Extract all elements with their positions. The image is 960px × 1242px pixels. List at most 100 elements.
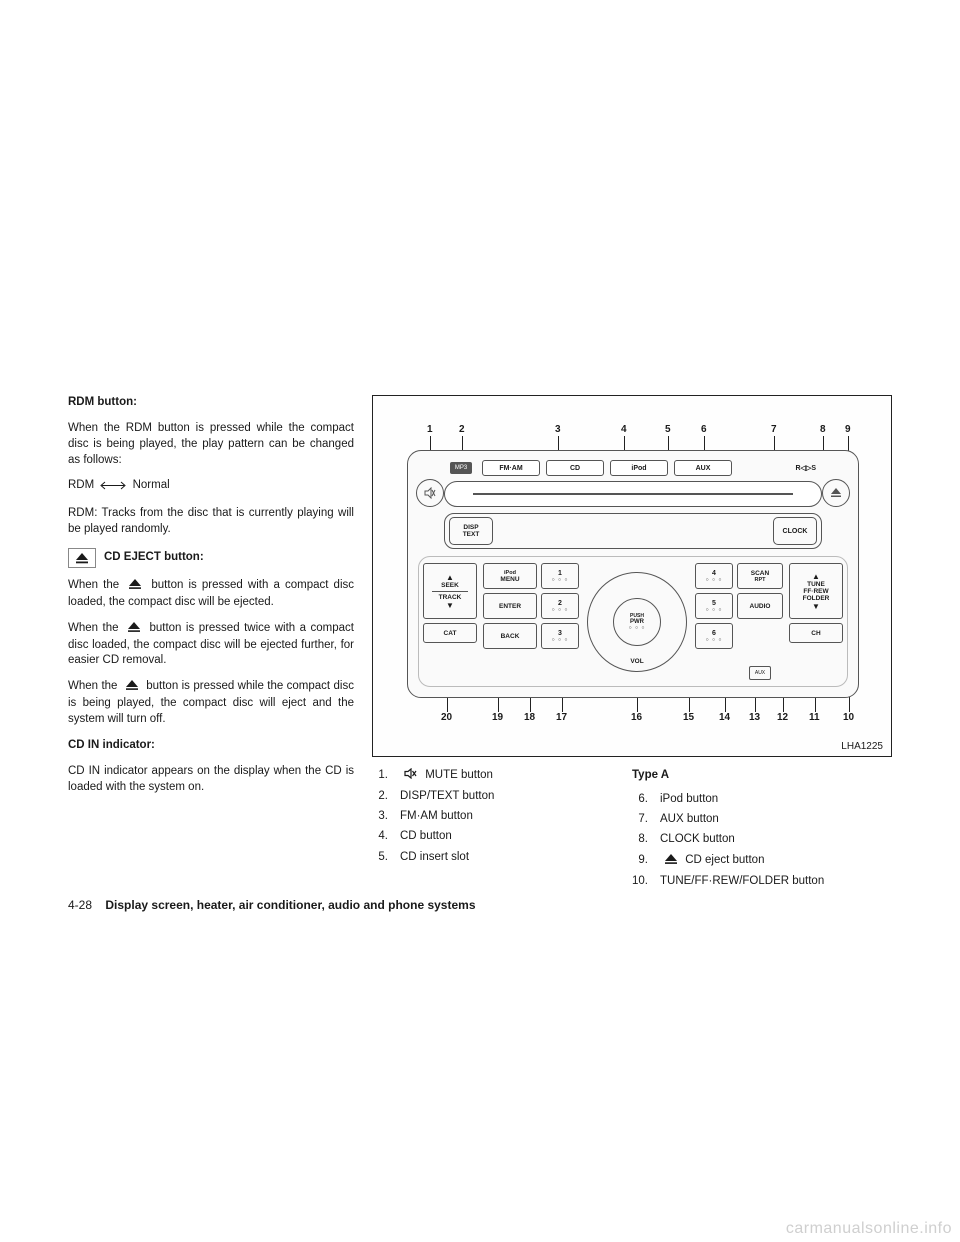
disp-l2: TEXT [463, 531, 480, 538]
knob-area: PUSH PWR ○ ○ ○ VOL [581, 557, 693, 686]
callout-1: 1 [427, 424, 433, 435]
eject-icon [127, 622, 141, 638]
left-column: RDM button: When the RDM button is press… [68, 395, 354, 891]
list-text: CD eject button [660, 850, 764, 871]
preset-3: 3○ ○ ○ [541, 623, 579, 649]
callout-13: 13 [749, 712, 760, 723]
list-item: 1. MUTE button [372, 765, 632, 786]
list-num: 9. [632, 850, 660, 871]
list-text: CLOCK button [660, 829, 735, 849]
footer-title: Display screen, heater, air conditioner,… [105, 898, 475, 912]
legend-left: 1. MUTE button 2.DISP/TEXT button 3.FM·A… [372, 765, 632, 891]
ipod-menu-button: iPod MENU [483, 563, 537, 589]
preset-4: 4○ ○ ○ [695, 563, 733, 589]
presets-1-3: 1○ ○ ○ 2○ ○ ○ 3○ ○ ○ [539, 557, 581, 686]
scan-lbl: SCAN [751, 570, 769, 577]
callout-18: 18 [524, 712, 535, 723]
vol-label: VOL [630, 658, 643, 665]
rds-label: R◁▷S [796, 464, 817, 472]
left-stack: ▲ SEEK TRACK ▼ CAT [419, 557, 481, 686]
rdm-p2b: Normal [133, 479, 170, 491]
callout-15: 15 [683, 712, 694, 723]
list-text: FM·AM button [400, 806, 473, 826]
list-item: 2.DISP/TEXT button [372, 786, 632, 806]
callout-10: 10 [843, 712, 854, 723]
mute-button [416, 479, 444, 507]
cd-slot [444, 481, 822, 507]
audio-button: AUDIO [737, 593, 783, 619]
list-text: TUNE/FF·REW/FOLDER button [660, 871, 824, 891]
presets-4-6: 4○ ○ ○ 5○ ○ ○ 6○ ○ ○ [693, 557, 735, 686]
rdm-p3: RDM: Tracks from the disc that is curren… [68, 506, 354, 538]
list-item: 6.iPod button [632, 789, 892, 809]
page: RDM button: When the RDM button is press… [0, 0, 960, 891]
preset-5: 5○ ○ ○ [695, 593, 733, 619]
callout-19: 19 [492, 712, 503, 723]
list-item: 4.CD button [372, 826, 632, 846]
list-item: 10.TUNE/FF·REW/FOLDER button [632, 871, 892, 891]
seek-lbl: SEEK [441, 582, 459, 589]
tune-l1: TUNE [807, 581, 825, 588]
legend-right: Type A 6.iPod button 7.AUX button 8.CLOC… [632, 765, 892, 891]
preset-6: 6○ ○ ○ [695, 623, 733, 649]
mid-right-stack: SCAN RPT AUDIO AUX [735, 557, 785, 686]
eject-heading: CD EJECT button: [104, 550, 204, 566]
mp3-tag: MP3 [450, 462, 472, 474]
ipod-button: iPod [610, 460, 668, 476]
radio-body: MP3 FM·AM CD iPod AUX R◁▷S DISP TEXT CLO… [407, 450, 859, 698]
list-num: 8. [632, 829, 660, 849]
list-item: 7.AUX button [632, 809, 892, 829]
legend-lists: 1. MUTE button 2.DISP/TEXT button 3.FM·A… [372, 765, 892, 891]
callout-11: 11 [809, 712, 820, 723]
rdm-p1: When the RDM button is pressed while the… [68, 421, 354, 469]
eject-icon [128, 579, 142, 595]
list-num: 2. [372, 786, 400, 806]
footer: 4-28 Display screen, heater, air conditi… [68, 898, 476, 912]
cd-button: CD [546, 460, 604, 476]
cdin-heading: CD IN indicator: [68, 738, 354, 754]
radio-diagram: LHA1225 1 2 3 4 5 6 7 8 9 20 19 18 [372, 395, 892, 757]
preset-2: 2○ ○ ○ [541, 593, 579, 619]
callout-14: 14 [719, 712, 730, 723]
eject-p3a: When the [68, 680, 117, 692]
cat-button: CAT [423, 623, 477, 643]
knob-inner: PUSH PWR ○ ○ ○ [613, 598, 661, 646]
rdm-p2: RDM Normal [68, 478, 354, 496]
list-num: 6. [632, 789, 660, 809]
display-band: DISP TEXT CLOCK [444, 513, 822, 549]
list-item: 3.FM·AM button [372, 806, 632, 826]
top-button-row: MP3 FM·AM CD iPod AUX R◁▷S [450, 459, 816, 477]
eject-heading-row: CD EJECT button: [68, 548, 354, 568]
callout-6: 6 [701, 424, 707, 435]
disp-text-button: DISP TEXT [449, 517, 493, 545]
callout-16: 16 [631, 712, 642, 723]
right-column: LHA1225 1 2 3 4 5 6 7 8 9 20 19 18 [372, 395, 892, 891]
mute-icon [404, 766, 418, 786]
rdm-heading: RDM button: [68, 395, 354, 411]
lower-panel: ▲ SEEK TRACK ▼ CAT iPod MENU E [418, 556, 848, 687]
double-arrow-icon [100, 480, 126, 496]
list-text: AUX button [660, 809, 719, 829]
figure-label: LHA1225 [841, 741, 883, 752]
eject-p2: When the button is pressed twice with a … [68, 621, 354, 670]
eject-p1: When the button is pressed with a compac… [68, 578, 354, 611]
tune-button: ▲ TUNE FF·REW FOLDER ▼ [789, 563, 843, 619]
eject-button [822, 479, 850, 507]
list-text: DISP/TEXT button [400, 786, 494, 806]
eject-icon [125, 680, 139, 696]
list-text: MUTE button [400, 765, 493, 786]
list-item: 9. CD eject button [632, 850, 892, 871]
seek-track-button: ▲ SEEK TRACK ▼ [423, 563, 477, 619]
list-item: 8.CLOCK button [632, 829, 892, 849]
preset-1: 1○ ○ ○ [541, 563, 579, 589]
mid-left-stack: iPod MENU ENTER BACK [481, 557, 539, 686]
callout-20: 20 [441, 712, 452, 723]
list-item: 5.CD insert slot [372, 847, 632, 867]
callout-8: 8 [820, 424, 826, 435]
tune-l2: FF·REW [803, 588, 828, 595]
callout-4: 4 [621, 424, 627, 435]
eject-icon-box [68, 548, 96, 568]
page-number: 4-28 [68, 898, 92, 912]
ch-button: CH [789, 623, 843, 643]
right-stack: ▲ TUNE FF·REW FOLDER ▼ CH [785, 557, 847, 686]
